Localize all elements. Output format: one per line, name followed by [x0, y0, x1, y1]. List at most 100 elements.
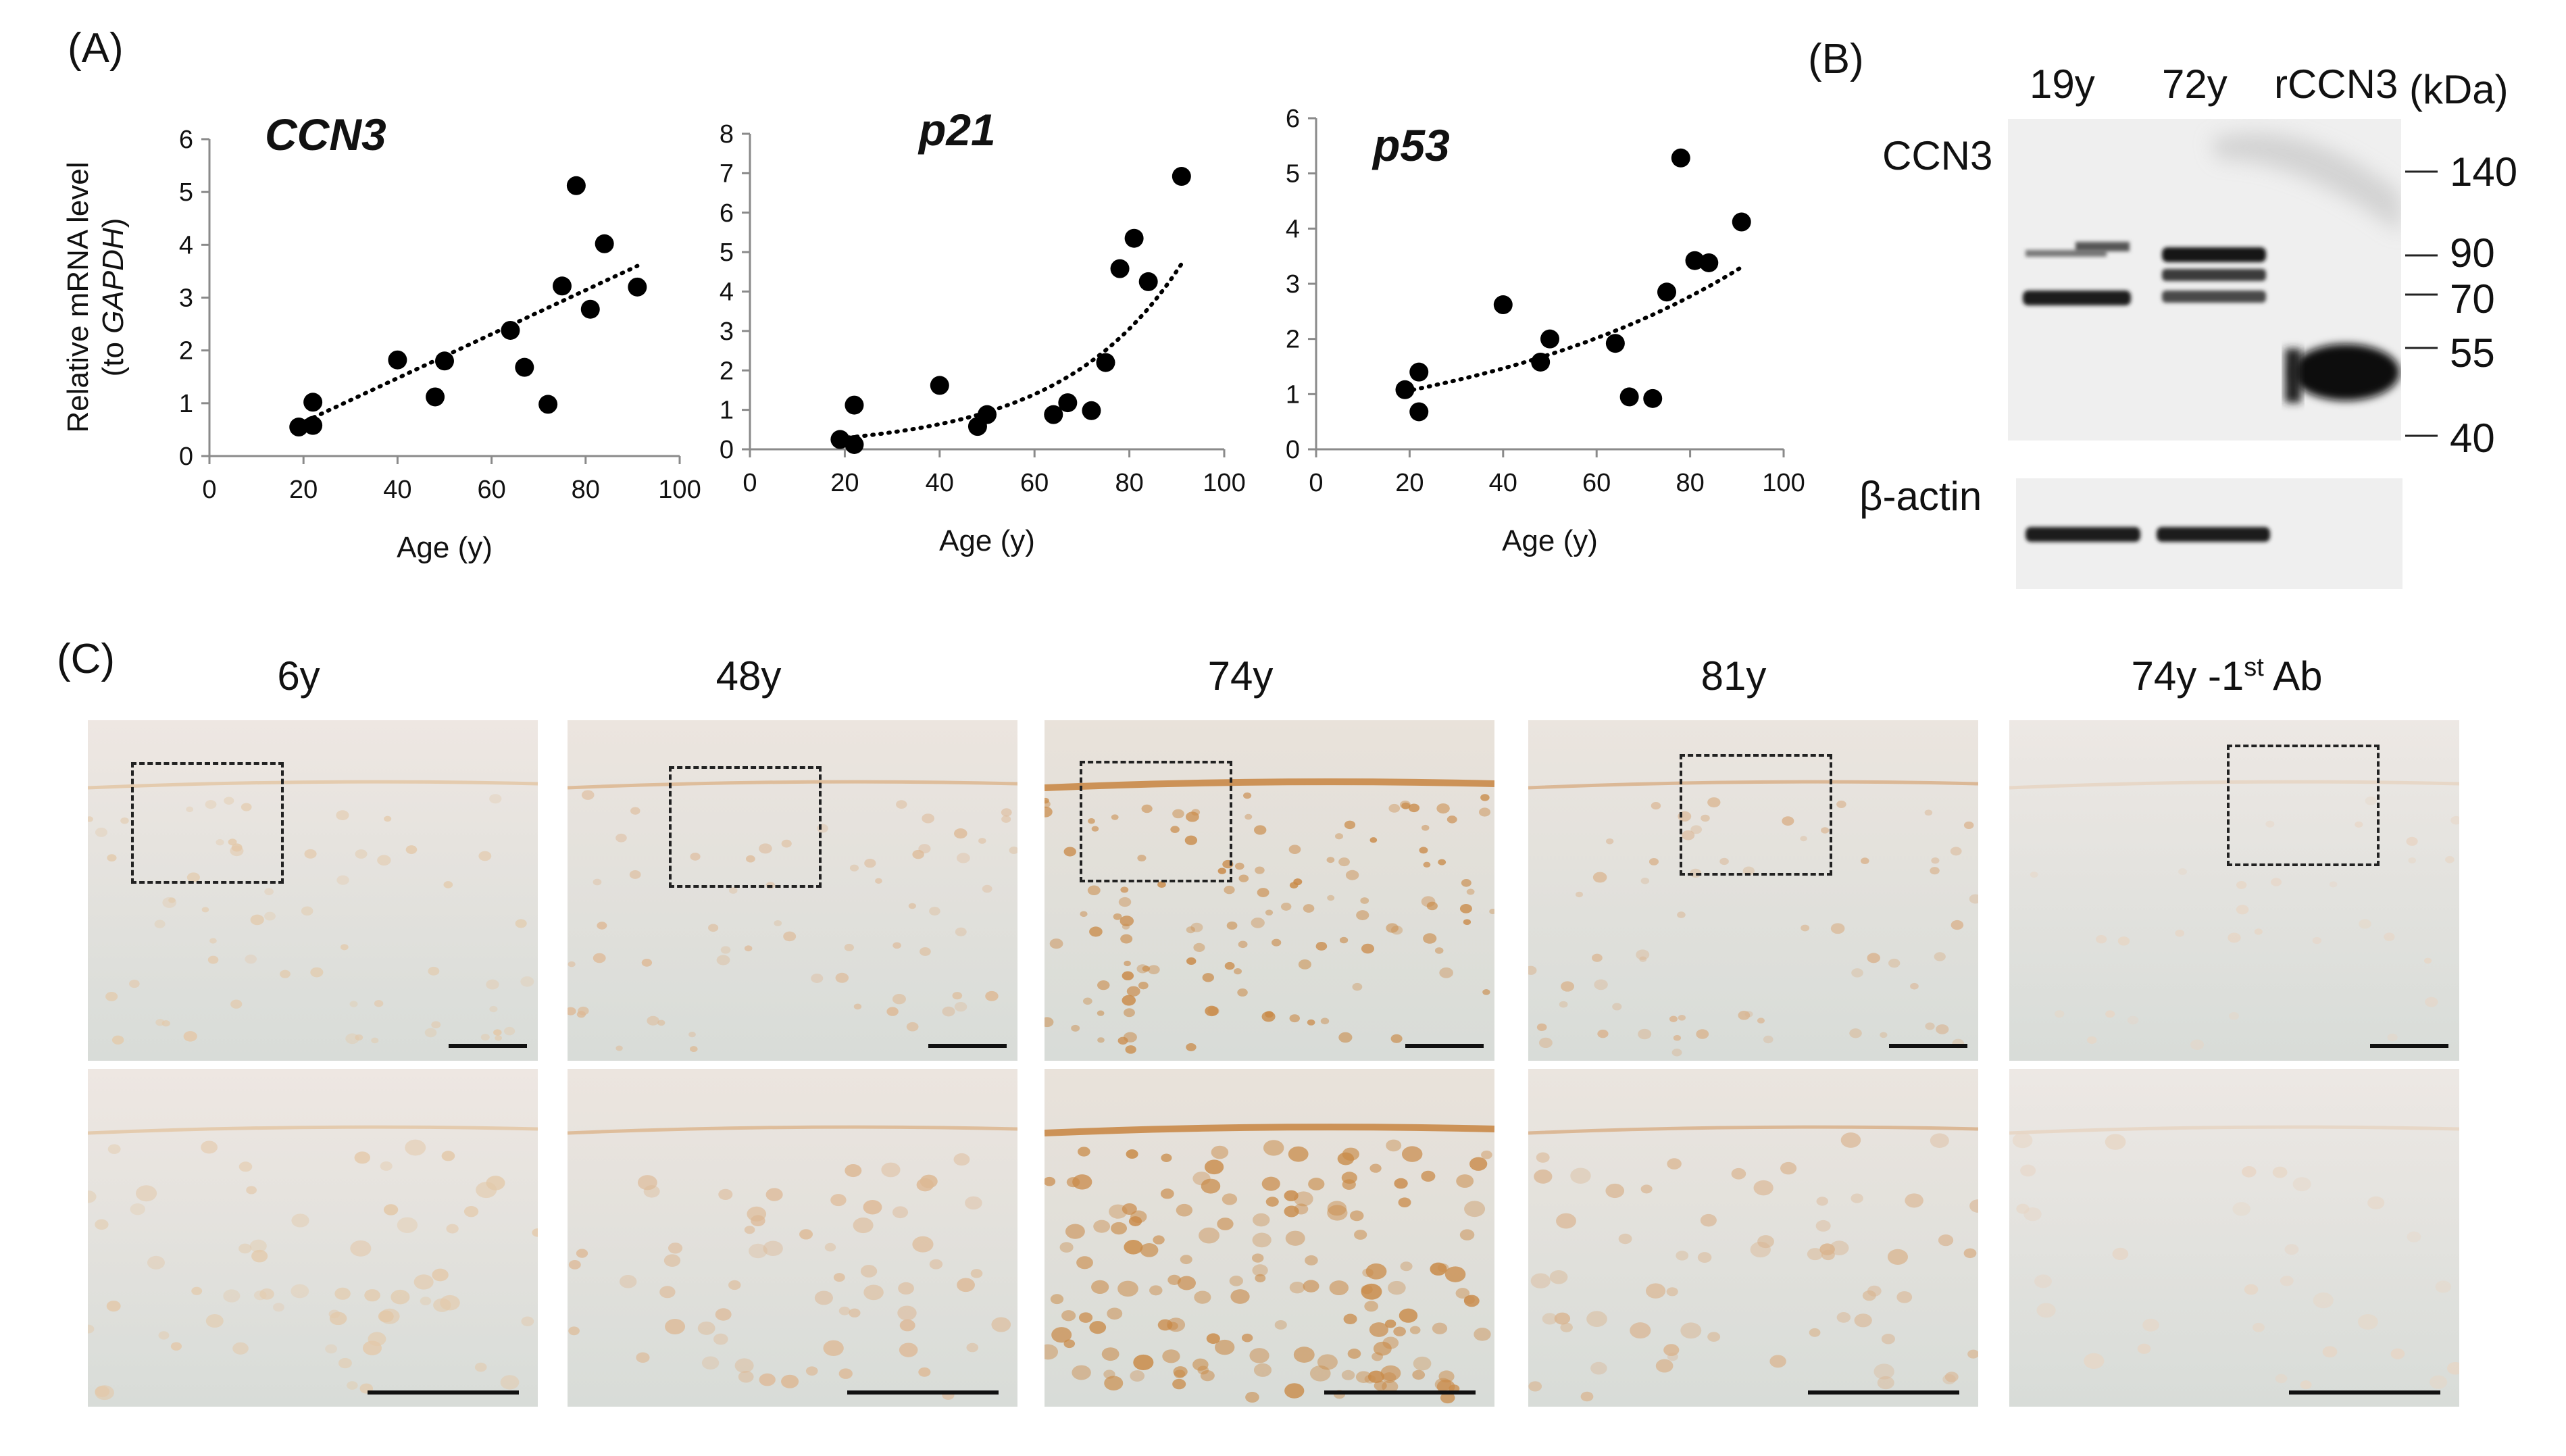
- data-point: [1124, 228, 1144, 248]
- chondrocyte: [912, 849, 924, 859]
- chondrocyte: [1821, 827, 1830, 834]
- tissue-surface: [88, 780, 538, 790]
- y-tick-label: 4: [720, 278, 734, 307]
- chondrocyte: [1862, 1290, 1876, 1301]
- chondrocyte: [1191, 809, 1201, 816]
- chondrocyte: [264, 888, 274, 895]
- y-tick-label: 6: [1286, 105, 1300, 133]
- chondrocyte: [1950, 847, 1962, 856]
- chondrocyte: [2016, 1203, 2030, 1214]
- chondrocyte: [1167, 1274, 1181, 1285]
- chondrocyte: [1192, 1172, 1211, 1186]
- lane-label-19y: 19y: [2030, 61, 2095, 107]
- data-point: [1540, 329, 1559, 349]
- mw-marker-55: 55: [2450, 330, 2495, 376]
- y-tick-label: 6: [720, 199, 734, 228]
- chondrocyte: [593, 878, 602, 886]
- chondrocyte: [2228, 932, 2241, 943]
- data-point: [595, 234, 614, 253]
- chondrocyte: [201, 1140, 218, 1154]
- x-tick-label: 0: [743, 469, 757, 497]
- chondrocyte: [716, 955, 730, 965]
- chondrocyte: [420, 1297, 432, 1305]
- chondrocyte: [1338, 857, 1350, 867]
- chondrocyte: [1078, 1312, 1093, 1323]
- chondrocyte: [1554, 1312, 1571, 1325]
- data-point: [1172, 167, 1191, 186]
- chondrocyte: [629, 870, 641, 879]
- data-point: [1657, 282, 1676, 302]
- chondrocyte: [637, 1175, 657, 1190]
- chondrocyte: [1327, 1205, 1348, 1221]
- data-point: [1409, 402, 1429, 422]
- chondrocyte: [1432, 1322, 1448, 1334]
- chondrocyte: [1480, 794, 1490, 801]
- chondrocyte: [1951, 920, 1964, 930]
- micrograph-texture: [1528, 1125, 1978, 1402]
- chondrocyte: [250, 914, 264, 926]
- chondrocyte: [1125, 1045, 1136, 1054]
- chondrocyte: [1170, 826, 1180, 833]
- svg-text:Relative mRNA level: Relative mRNA level: [61, 161, 95, 432]
- magnified-region-box: [1080, 761, 1232, 882]
- data-point: [1531, 352, 1551, 372]
- chondrocyte: [230, 999, 243, 1009]
- chondrocyte: [186, 872, 200, 883]
- y-tick-label: 0: [1286, 436, 1300, 464]
- x-tick-label: 40: [926, 469, 954, 497]
- tissue-surface: [1528, 1125, 1978, 1135]
- chondrocyte: [1676, 1251, 1689, 1261]
- chondrocyte: [1253, 1363, 1272, 1377]
- chondrocyte: [446, 1224, 459, 1234]
- chondrocyte: [1124, 1240, 1143, 1255]
- chondrocyte: [1176, 1203, 1193, 1217]
- chondrocyte: [1942, 1374, 1956, 1384]
- x-tick-label: 40: [1489, 469, 1517, 497]
- data-point: [1110, 259, 1130, 278]
- chondrocyte: [1606, 838, 1614, 845]
- chondrocyte: [162, 897, 177, 908]
- micrograph-high-mag: [1528, 1069, 1978, 1407]
- data-point: [1409, 362, 1429, 382]
- chondrocyte: [830, 1194, 847, 1207]
- chondrocyte: [1369, 1163, 1382, 1173]
- chondrocyte: [105, 991, 118, 1001]
- chondrocyte: [1466, 888, 1475, 895]
- chondrocyte: [1463, 1295, 1480, 1307]
- chondrocyte: [1349, 1210, 1364, 1222]
- chondrocyte: [474, 1362, 487, 1372]
- chondrocyte: [1618, 1233, 1632, 1245]
- chondrocyte: [1930, 867, 1940, 875]
- chondrocyte: [1413, 1356, 1432, 1371]
- chondrocyte: [364, 1289, 380, 1302]
- chondrocyte: [2275, 1374, 2288, 1384]
- chondrocyte: [1289, 1014, 1300, 1023]
- data-point: [501, 320, 520, 340]
- micrograph-texture: [88, 1125, 538, 1401]
- chondrocyte: [1422, 824, 1430, 831]
- micrograph-texture: [2009, 1125, 2459, 1390]
- chondrocyte: [2384, 932, 2395, 941]
- chondrocyte: [1481, 1150, 1492, 1159]
- data-point: [1699, 253, 1719, 272]
- chondrocyte: [1538, 1037, 1553, 1049]
- chondrocyte: [329, 1311, 347, 1326]
- y-tick-label: 4: [179, 231, 193, 259]
- chondrocyte: [1612, 1003, 1622, 1011]
- chondrocyte: [1234, 968, 1242, 975]
- chondrocyte: [1078, 1147, 1090, 1157]
- chondrocyte: [1556, 1213, 1576, 1229]
- chondrocyte: [783, 931, 797, 942]
- chondrocyte: [641, 958, 653, 967]
- mw-marker-140: 140: [2450, 149, 2518, 195]
- y-tick-label: 2: [1286, 326, 1300, 354]
- chondrocyte: [374, 1000, 384, 1007]
- data-point: [1643, 388, 1663, 408]
- chondrocyte: [521, 1316, 534, 1327]
- chondrocyte: [1528, 965, 1537, 975]
- chondrocyte: [2423, 957, 2432, 964]
- chondrocyte: [1782, 816, 1794, 826]
- chondrocyte: [1065, 1224, 1085, 1239]
- x-tick-label: 80: [572, 476, 600, 504]
- histology-header-74y-label: 74y -1: [2131, 653, 2244, 699]
